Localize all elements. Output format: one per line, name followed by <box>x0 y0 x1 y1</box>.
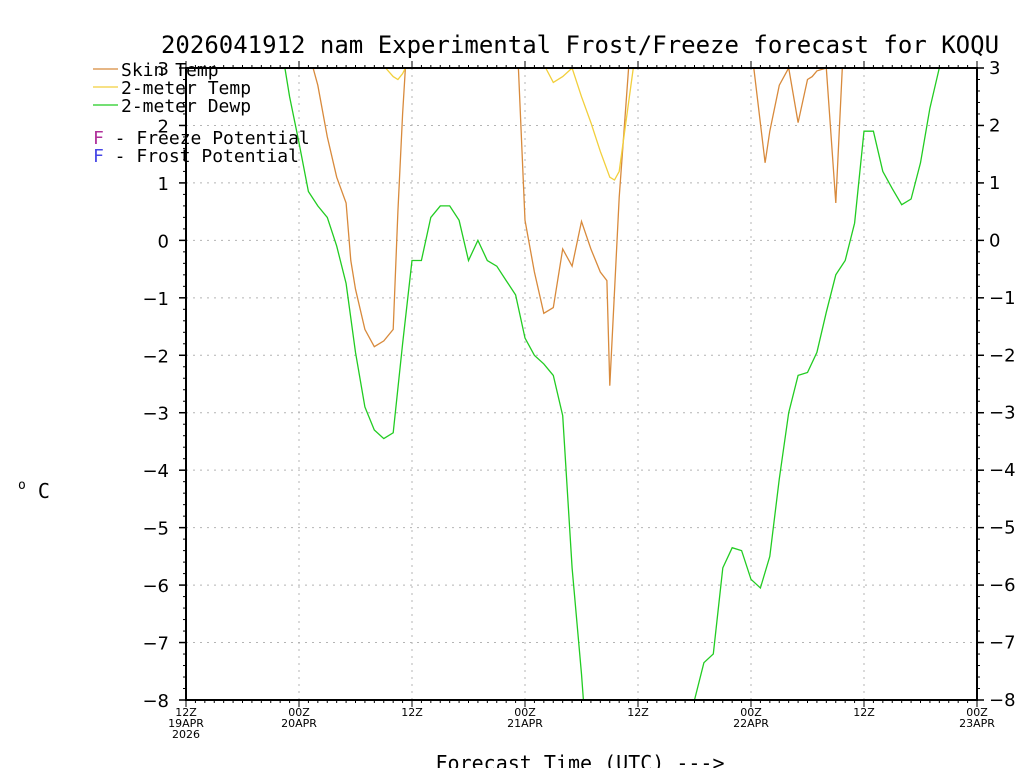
y-tick-label-left: −1 <box>142 289 169 310</box>
series-lines <box>284 66 940 701</box>
plot-frame <box>185 67 978 701</box>
y-tick-label-right: −8 <box>989 690 1016 711</box>
x-tick-label: 2026 <box>172 728 200 741</box>
y-tick-label-left: 0 <box>158 231 169 252</box>
y-tick-label-left: −3 <box>142 404 169 425</box>
chart-title: 2026041912 nam Experimental Frost/Freeze… <box>161 31 999 59</box>
y-tick-label-left: −4 <box>142 461 169 482</box>
annotation-text: - Freeze Potential <box>104 128 310 149</box>
y-tick-label-right: −5 <box>989 518 1016 539</box>
x-tick-label: 20APR <box>281 717 317 730</box>
y-tick-label-right: 2 <box>989 115 1000 136</box>
y-axis-label: o C <box>18 470 50 503</box>
series-line-skin-temp <box>312 66 848 386</box>
x-tick-label: 22APR <box>733 717 769 730</box>
y-tick-label-left: −5 <box>142 519 169 540</box>
y-tick-label-right: −7 <box>989 633 1016 654</box>
y-tick-label-right: −1 <box>989 288 1016 309</box>
x-tick-label: 12Z <box>401 706 423 719</box>
y-tick-label-right: −3 <box>989 403 1016 424</box>
series-line-2-meter-dewp <box>284 67 940 701</box>
y-tick-labels-left: 3 2 1 0 −1 −2 −3 −4 −5 −6 −7 −8 <box>142 59 169 712</box>
annotation-letter: F <box>93 128 104 149</box>
axes <box>179 61 984 707</box>
y-tick-label-left: −6 <box>142 576 169 597</box>
y-tick-labels-right: 3 2 1 0 −1 −2 −3 −4 −5 −6 −7 −8 <box>989 58 1016 711</box>
x-axis-label: Forecast Time (UTC) ---> <box>436 751 725 768</box>
x-tick-label: 00Z <box>740 706 762 719</box>
y-axis-label-unit: C <box>38 479 50 503</box>
annotation-label: F - Freeze Potential <box>93 128 310 149</box>
y-tick-label-left: 2 <box>158 116 169 137</box>
grid <box>186 68 977 700</box>
y-tick-label-left: −8 <box>142 691 169 712</box>
y-tick-label-right: 0 <box>989 230 1000 251</box>
y-axis-label-degree: o <box>18 478 26 493</box>
legend-label: 2-meter Temp <box>121 78 251 99</box>
series-line-2-meter-temp <box>385 66 634 181</box>
legend-label: Skin Temp <box>121 60 219 81</box>
x-tick-label: 00Z <box>514 706 536 719</box>
x-tick-label: 00Z <box>966 706 988 719</box>
y-tick-label-left: 1 <box>158 174 169 195</box>
x-tick-label: 12Z <box>853 706 875 719</box>
y-tick-label-left: −7 <box>142 634 169 655</box>
x-tick-label: 23APR <box>959 717 995 730</box>
x-tick-label: 00Z <box>288 706 310 719</box>
y-tick-label-right: −2 <box>989 345 1016 366</box>
annotation-text: - Frost Potential <box>104 146 299 167</box>
x-tick-label: 21APR <box>507 717 543 730</box>
y-tick-label-right: 1 <box>989 173 1000 194</box>
x-tick-label: 19APR <box>168 717 204 730</box>
annotation-label: F - Frost Potential <box>93 146 299 167</box>
x-tick-label: 12Z <box>627 706 649 719</box>
annotation-letter: F <box>93 146 104 167</box>
x-tick-label: 12Z <box>175 706 197 719</box>
y-tick-label-left: −2 <box>142 346 169 367</box>
y-tick-label-right: −6 <box>989 575 1016 596</box>
legend-label: 2-meter Dewp <box>121 96 251 117</box>
y-tick-label-right: −4 <box>989 460 1016 481</box>
y-tick-label-right: 3 <box>989 58 1000 79</box>
y-tick-label-left: 3 <box>158 59 169 80</box>
